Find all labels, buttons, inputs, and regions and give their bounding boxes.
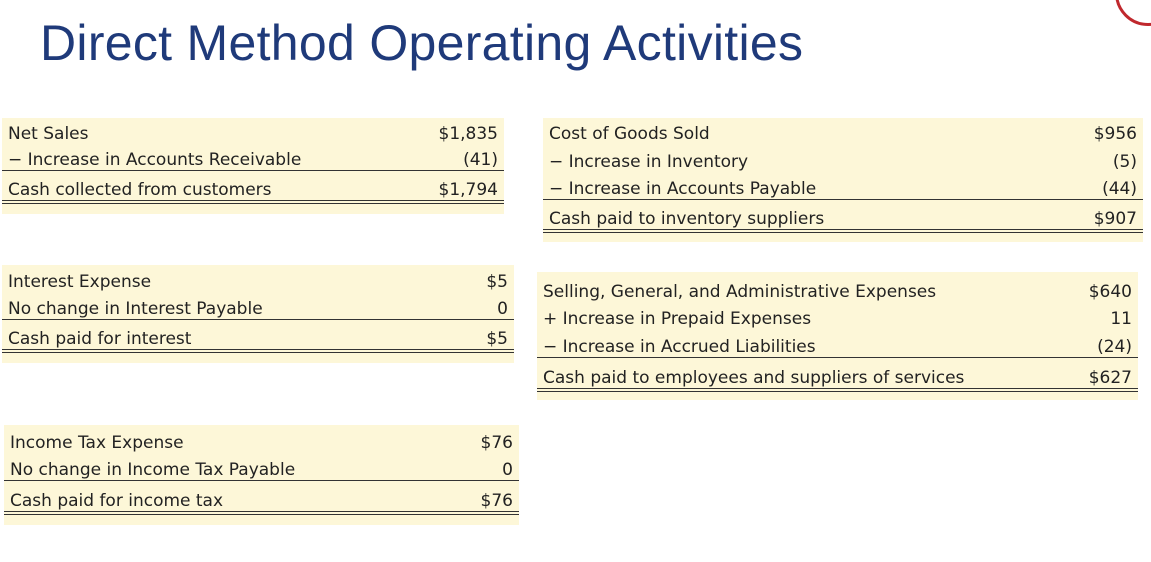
- row-amount: $1,794: [438, 180, 498, 200]
- schedule-row: No change in Interest Payable 0: [2, 292, 514, 320]
- row-label: Net Sales: [8, 124, 89, 144]
- row-amount: (41): [463, 150, 498, 170]
- schedule-total-row: Cash paid to inventory suppliers $907: [543, 200, 1143, 233]
- row-label: Cash paid to employees and suppliers of …: [543, 368, 965, 388]
- schedule-row: Net Sales $1,835: [2, 118, 504, 144]
- row-label: No change in Interest Payable: [8, 299, 263, 319]
- row-amount: $627: [1088, 368, 1132, 388]
- schedule-cash-from-customers: Net Sales $1,835 − Increase in Accounts …: [2, 118, 504, 214]
- schedule-cash-paid-for-interest: Interest Expense $5 No change in Interes…: [2, 265, 514, 363]
- schedule-row: − Increase in Inventory (5): [543, 144, 1143, 172]
- schedule-total-row: Cash paid for income tax $76: [4, 481, 519, 515]
- row-amount: $76: [480, 433, 513, 453]
- schedule-row: Interest Expense $5: [2, 265, 514, 292]
- row-label: Income Tax Expense: [10, 433, 184, 453]
- schedule-cash-paid-for-income-tax: Income Tax Expense $76 No change in Inco…: [4, 425, 519, 525]
- row-amount: 0: [502, 460, 513, 480]
- row-amount: (5): [1112, 152, 1137, 172]
- row-amount: $5: [486, 329, 508, 349]
- row-amount: $956: [1093, 124, 1137, 144]
- schedule-total-row: Cash collected from customers $1,794: [2, 171, 504, 204]
- row-amount: $5: [486, 272, 508, 292]
- row-label: Cash paid for interest: [8, 329, 192, 349]
- row-label: Cost of Goods Sold: [549, 124, 710, 144]
- slide-title: Direct Method Operating Activities: [40, 15, 804, 71]
- row-label: − Increase in Accounts Payable: [549, 179, 817, 199]
- row-label: − Increase in Accrued Liabilities: [543, 337, 816, 357]
- schedule-row: Income Tax Expense $76: [4, 425, 519, 453]
- schedule-row: − Increase in Accrued Liabilities (24): [537, 329, 1138, 358]
- schedule-row: No change in Income Tax Payable 0: [4, 453, 519, 481]
- row-label: Selling, General, and Administrative Exp…: [543, 282, 937, 302]
- row-label: Cash paid for income tax: [10, 491, 224, 511]
- row-amount: 11: [1110, 309, 1132, 329]
- schedule-cash-to-inventory-suppliers: Cost of Goods Sold $956 − Increase in In…: [543, 118, 1143, 242]
- schedule-row: Selling, General, and Administrative Exp…: [537, 272, 1138, 302]
- row-amount: $1,835: [438, 124, 498, 144]
- row-label: No change in Income Tax Payable: [10, 460, 296, 480]
- row-amount: $907: [1093, 209, 1137, 229]
- row-label: − Increase in Inventory: [549, 152, 749, 172]
- row-amount: $76: [480, 491, 513, 511]
- schedule-row: − Increase in Accounts Receivable (41): [2, 144, 504, 171]
- schedule-total-row: Cash paid to employees and suppliers of …: [537, 358, 1138, 392]
- row-label: Cash collected from customers: [8, 180, 272, 200]
- row-amount: $640: [1088, 282, 1132, 302]
- row-amount: 0: [497, 299, 508, 319]
- row-label: Cash paid to inventory suppliers: [549, 209, 825, 229]
- row-amount: (24): [1097, 337, 1132, 357]
- row-label: + Increase in Prepaid Expenses: [543, 309, 812, 329]
- decorative-corner-arc: [1115, 0, 1151, 26]
- schedule-cash-paid-to-employees-and-suppliers: Selling, General, and Administrative Exp…: [537, 272, 1138, 400]
- schedule-row: − Increase in Accounts Payable (44): [543, 172, 1143, 200]
- schedule-total-row: Cash paid for interest $5: [2, 320, 514, 353]
- row-label: Interest Expense: [8, 272, 152, 292]
- schedule-row: + Increase in Prepaid Expenses 11: [537, 302, 1138, 329]
- row-label: − Increase in Accounts Receivable: [8, 150, 302, 170]
- row-amount: (44): [1102, 179, 1137, 199]
- schedule-row: Cost of Goods Sold $956: [543, 118, 1143, 144]
